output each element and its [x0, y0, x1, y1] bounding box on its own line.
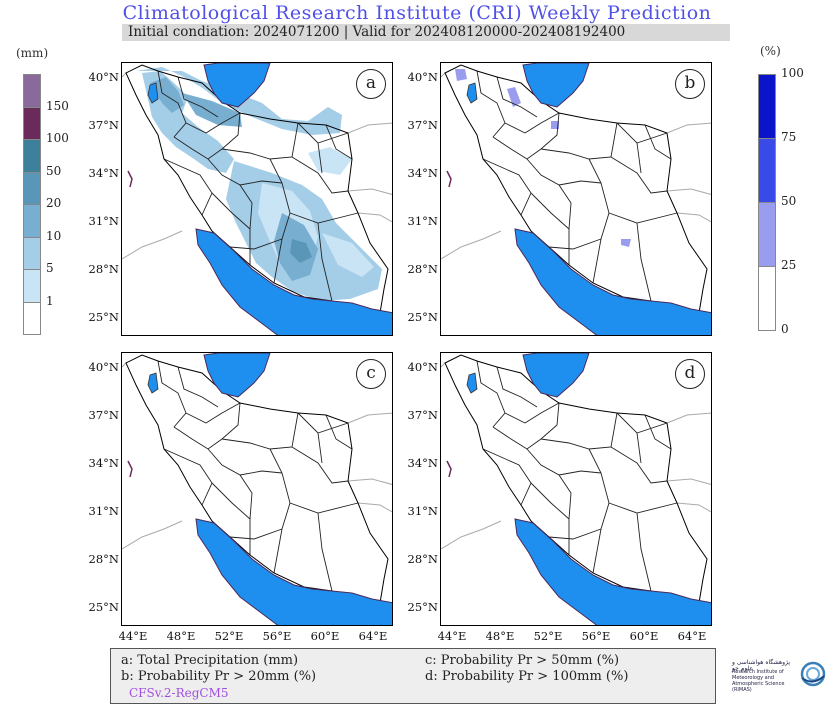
lat-tick-label: 25°N [407, 600, 438, 614]
precip-bar-label: 1 [46, 293, 54, 308]
legend-box: a: Total Precipitation (mm) b: Probabili… [110, 648, 716, 704]
lat-tick-label: 37°N [407, 408, 438, 422]
map-panel-b: b [440, 62, 712, 336]
panel-label-a: a [356, 69, 386, 99]
map-panel-c: c [121, 352, 393, 626]
map-panel-a: a [121, 62, 393, 336]
prob-unit: (%) [760, 44, 781, 58]
map-b [441, 63, 711, 335]
prob-bar-label: 0 [781, 322, 789, 336]
precip-color-swatch [23, 269, 41, 303]
lon-tick-label: 48°E [166, 629, 196, 643]
lat-tick-label: 31°N [88, 214, 119, 228]
lat-tick-label: 34°N [88, 166, 119, 180]
lon-tick-label: 64°E [358, 629, 388, 643]
prob-bar-label: 25 [781, 258, 797, 272]
lat-tick-label: 40°N [407, 70, 438, 84]
prob-bar-label: 75 [781, 130, 797, 144]
logo-text-en: Research Institute of Meteorology and At… [732, 669, 785, 693]
lon-tick-label: 60°E [310, 629, 340, 643]
precip-bar-label: 10 [46, 228, 62, 243]
precip-bar-label: 20 [46, 196, 62, 210]
lat-tick-label: 31°N [88, 504, 119, 518]
precip-bar-label: 100 [46, 131, 69, 145]
map-a [122, 63, 392, 335]
lat-tick-label: 31°N [407, 214, 438, 228]
precip-bar-label: 50 [46, 163, 62, 178]
lat-tick-label: 37°N [88, 408, 119, 422]
model-name: CFSv.2-RegCM5 [129, 686, 229, 700]
lat-tick-label: 34°N [407, 166, 438, 180]
logo-swirl-icon [800, 661, 826, 687]
precip-color-swatch [23, 171, 41, 205]
prob-color-swatch [758, 266, 776, 331]
lat-tick-label: 40°N [88, 360, 119, 374]
lat-tick-label: 31°N [407, 504, 438, 518]
lon-tick-label: 48°E [485, 629, 515, 643]
precip-color-swatch [23, 106, 41, 140]
logo-text-fa: پژوهشگاه هواشناسی و علوم جو [732, 659, 791, 672]
legend-a: a: Total Precipitation (mm) [121, 653, 299, 668]
precip-bar-label: 5 [46, 261, 54, 275]
lat-tick-label: 25°N [88, 600, 119, 614]
precip-color-swatch [23, 236, 41, 270]
prob-bar-label: 100 [781, 66, 804, 80]
precip-bar-label: 150 [46, 98, 69, 113]
lon-tick-label: 64°E [677, 629, 707, 643]
prob-shading [455, 69, 631, 247]
valid-period-banner: Initial condiation: 2024071200 | Valid f… [122, 24, 730, 41]
prob-color-swatch [758, 202, 776, 267]
lat-tick-label: 37°N [407, 118, 438, 132]
lat-tick-label: 28°N [88, 552, 119, 566]
lat-tick-label: 25°N [407, 310, 438, 324]
lon-tick-label: 60°E [629, 629, 659, 643]
lat-tick-label: 34°N [88, 456, 119, 470]
map-c [122, 353, 392, 625]
panel-label-b: b [675, 69, 705, 99]
lon-tick-label: 52°E [214, 629, 244, 643]
panel-label-c: c [356, 359, 386, 389]
legend-c: c: Probability Pr > 50mm (%) [425, 653, 620, 668]
lon-tick-label: 56°E [581, 629, 611, 643]
map-d [441, 353, 711, 625]
lon-tick-label: 56°E [262, 629, 292, 643]
precip-color-swatch [23, 301, 41, 335]
lat-tick-label: 28°N [407, 262, 438, 276]
panel-label-d: d [675, 359, 705, 389]
precip-unit: (mm) [16, 46, 49, 60]
precip-color-swatch [23, 74, 41, 108]
legend-b: b: Probability Pr > 20mm (%) [121, 669, 317, 684]
lat-tick-label: 28°N [88, 262, 119, 276]
lat-tick-label: 40°N [88, 70, 119, 84]
prob-bar-label: 50 [781, 194, 797, 208]
lat-tick-label: 34°N [407, 456, 438, 470]
lat-tick-label: 40°N [407, 360, 438, 374]
legend-d: d: Probability Pr > 100mm (%) [425, 669, 629, 684]
prob-color-swatch [758, 138, 776, 203]
lon-tick-label: 52°E [533, 629, 563, 643]
page-title: Climatological Research Institute (CRI) … [122, 2, 712, 24]
map-panel-d: d [440, 352, 712, 626]
precip-color-swatch [23, 204, 41, 238]
lat-tick-label: 37°N [88, 118, 119, 132]
lon-tick-label: 44°E [118, 629, 148, 643]
precip-color-swatch [23, 139, 41, 173]
prob-color-swatch [758, 74, 776, 139]
lat-tick-label: 28°N [407, 552, 438, 566]
lon-tick-label: 44°E [437, 629, 467, 643]
lat-tick-label: 25°N [88, 310, 119, 324]
institute-logo: پژوهشگاه هواشناسی و علوم جو Research Ins… [732, 659, 828, 693]
